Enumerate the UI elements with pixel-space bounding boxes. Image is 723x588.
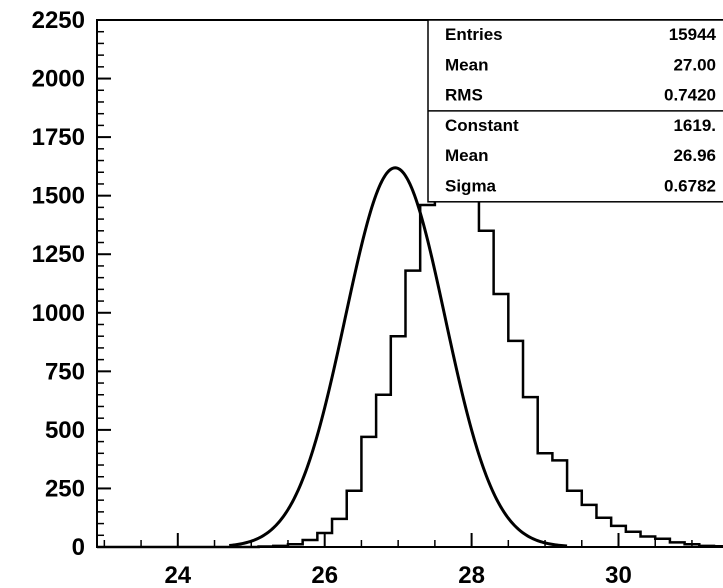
x-tick-label: 24: [164, 562, 191, 588]
histogram-outline: [97, 149, 723, 549]
y-tick-label: 500: [45, 417, 85, 444]
y-tick-label: 2250: [32, 7, 85, 34]
y-tick-label: 250: [45, 475, 85, 502]
x-tick-label: 28: [458, 562, 485, 588]
y-tick-label: 1000: [32, 300, 85, 327]
stat-value: 27.00: [673, 55, 716, 74]
stat-value: 0.7420: [664, 86, 716, 105]
stats-box: Entries 15944 Mean 27.00 RMS 0.7420 Constant 16…: [427, 19, 723, 203]
stat-value: 26.96: [673, 146, 716, 165]
stat-label: Mean: [445, 55, 488, 74]
y-tick-label: 1250: [32, 241, 85, 268]
stat-label: Sigma: [445, 177, 497, 196]
x-tick-label: 26: [311, 562, 338, 588]
stat-value: 15944: [669, 25, 717, 44]
y-tick-label: 1500: [32, 183, 85, 210]
y-tick-label: 1750: [32, 124, 85, 151]
stat-value: 0.6782: [664, 177, 716, 196]
stat-label: RMS: [445, 86, 483, 105]
stat-label: Constant: [445, 116, 519, 135]
stat-value: 1619.: [673, 116, 716, 135]
gaussian-fit-curve: [229, 166, 568, 548]
x-tick-label: 30: [605, 562, 632, 588]
stat-label: Mean: [445, 146, 488, 165]
y-tick-label: 750: [45, 358, 85, 385]
y-tick-label: 0: [72, 534, 85, 561]
x-axis: 24 26 28 30: [103, 533, 693, 588]
y-tick-label: 2000: [32, 66, 85, 93]
plot-frame: [96, 19, 723, 548]
stat-label: Entries: [445, 25, 503, 44]
y-axis: 0 250 500 750 1000 1250 1500 1750 2000 2250: [32, 7, 111, 561]
